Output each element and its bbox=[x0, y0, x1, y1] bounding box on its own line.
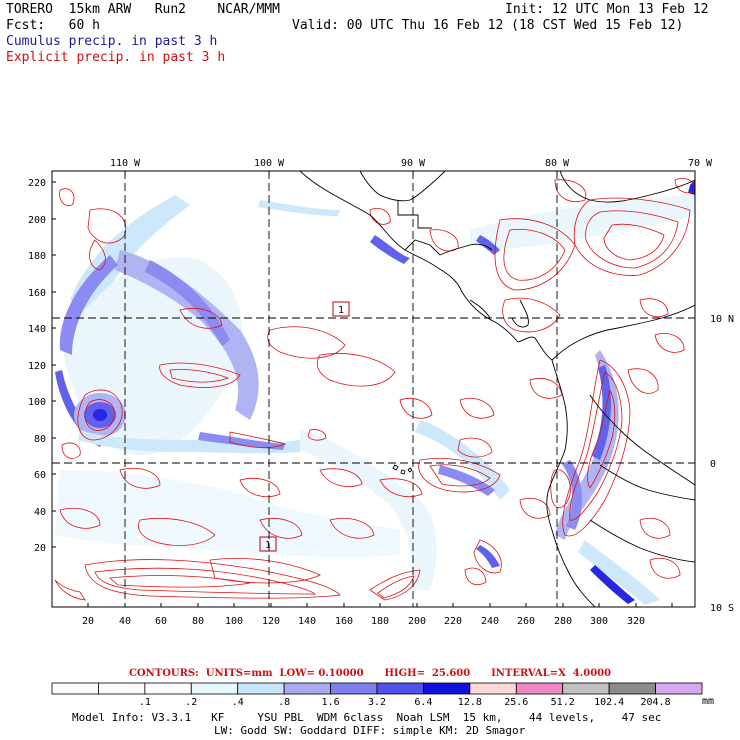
colorbar-swatch bbox=[144, 682, 192, 695]
explicit-precip-contours bbox=[54, 178, 695, 601]
colorbar-swatch bbox=[608, 682, 656, 695]
x-tick-label: 260 bbox=[517, 616, 535, 627]
coastlines bbox=[299, 171, 695, 607]
colorbar-swatch bbox=[515, 682, 564, 695]
colorbar-swatch bbox=[190, 682, 239, 695]
x-tick-label: 180 bbox=[371, 616, 389, 627]
x-tick-label: 220 bbox=[444, 616, 462, 627]
model-info-line2: LW: Godd SW: Goddard DIFF: simple KM: 2D… bbox=[214, 724, 526, 737]
x-tick-label: 80 bbox=[192, 616, 204, 627]
colorbar-swatch bbox=[562, 682, 610, 695]
x-tick-label: 140 bbox=[298, 616, 316, 627]
colorbar-label: 51.2 bbox=[551, 697, 575, 708]
y-tick-label: 200 bbox=[28, 215, 46, 226]
colorbar-swatch bbox=[330, 682, 378, 695]
colorbar-label: 12.8 bbox=[458, 697, 482, 708]
colorbar-swatch bbox=[51, 682, 99, 695]
y-tick-label: 140 bbox=[28, 324, 46, 335]
nest-boxes bbox=[259, 301, 350, 552]
lat-label: 10 S bbox=[710, 603, 734, 614]
colorbar-label: 102.4 bbox=[594, 697, 624, 708]
y-tick-label: 60 bbox=[34, 470, 46, 481]
nest-box-label: 1 bbox=[265, 540, 271, 551]
latlon-grid bbox=[52, 171, 695, 607]
lat-label: 0 bbox=[710, 459, 716, 470]
colorbar-unit: mm bbox=[702, 696, 714, 707]
x-tick-label: 60 bbox=[155, 616, 167, 627]
colorbar-label: 204.8 bbox=[641, 697, 671, 708]
y-tick-label: 100 bbox=[28, 397, 46, 408]
lon-label: 80 W bbox=[545, 158, 570, 169]
field-explicit-label: Explicit precip. in past 3 h bbox=[6, 50, 226, 65]
lon-label: 100 W bbox=[254, 158, 285, 169]
y-tick-label: 120 bbox=[28, 361, 46, 372]
lon-label: 70 W bbox=[688, 158, 713, 169]
forecast-hour: Fcst: 60 h bbox=[6, 18, 100, 33]
x-tick-label: 100 bbox=[225, 616, 243, 627]
colorbar-label: 3.2 bbox=[368, 697, 386, 708]
colorbar-label: 1.6 bbox=[322, 697, 340, 708]
frame-ticks bbox=[52, 171, 695, 607]
lat-label: 10 N bbox=[710, 314, 734, 325]
colorbar-label: .8 bbox=[278, 697, 290, 708]
nest-box-label: 1 bbox=[338, 305, 344, 316]
precip-field bbox=[54, 171, 695, 607]
x-tick-label: 20 bbox=[82, 616, 94, 627]
x-tick-label: 120 bbox=[262, 616, 280, 627]
model-title: TORERO 15km ARW Run2 NCAR/MMM bbox=[6, 2, 280, 17]
x-tick-label: 160 bbox=[335, 616, 353, 627]
colorbar-swatch bbox=[376, 682, 424, 695]
y-tick-label: 80 bbox=[34, 434, 46, 445]
init-time: Init: 12 UTC Mon 13 Feb 12 bbox=[505, 2, 709, 17]
y-tick-label: 180 bbox=[28, 251, 46, 262]
colorbar-label: .2 bbox=[185, 697, 197, 708]
x-tick-label: 200 bbox=[408, 616, 426, 627]
valid-time: Valid: 00 UTC Thu 16 Feb 12 (18 CST Wed … bbox=[292, 18, 684, 33]
x-tick-label: 240 bbox=[481, 616, 499, 627]
colorbar-swatch bbox=[98, 682, 146, 695]
colorbar-swatch bbox=[283, 682, 331, 695]
colorbar-label: .4 bbox=[232, 697, 244, 708]
field-cumulus-label: Cumulus precip. in past 3 h bbox=[6, 34, 218, 49]
colorbar-label: .1 bbox=[139, 697, 151, 708]
colorbar-swatch bbox=[655, 682, 703, 695]
x-tick-label: 320 bbox=[627, 616, 645, 627]
cumulus-precip-shading bbox=[55, 180, 695, 605]
lon-label: 90 W bbox=[401, 158, 426, 169]
x-tick-label: 300 bbox=[590, 616, 608, 627]
colorbar-label: 25.6 bbox=[504, 697, 528, 708]
y-tick-label: 40 bbox=[34, 507, 46, 518]
y-tick-label: 20 bbox=[34, 543, 46, 554]
x-tick-label: 40 bbox=[119, 616, 131, 627]
plot-frame bbox=[51, 170, 696, 608]
contour-info: CONTOURS: UNITS=mm LOW= 0.10000 HIGH= 25… bbox=[128, 668, 612, 679]
colorbar-swatch bbox=[237, 682, 285, 695]
model-info-line1: Model Info: V3.3.1 KF YSU PBL WDM 6class… bbox=[72, 711, 662, 724]
colorbar-swatch bbox=[423, 682, 471, 695]
colorbar-label: 6.4 bbox=[414, 697, 432, 708]
lon-label: 110 W bbox=[110, 158, 141, 169]
y-tick-label: 160 bbox=[28, 288, 46, 299]
colorbar-swatch bbox=[469, 682, 517, 695]
x-tick-label: 280 bbox=[554, 616, 572, 627]
color-scale-bar: .1 .2 .4 .8 1.6 3.2 6.4 12.8 25.6 51.2 102.4 204.8 bbox=[51, 682, 703, 708]
y-tick-label: 220 bbox=[28, 178, 46, 189]
